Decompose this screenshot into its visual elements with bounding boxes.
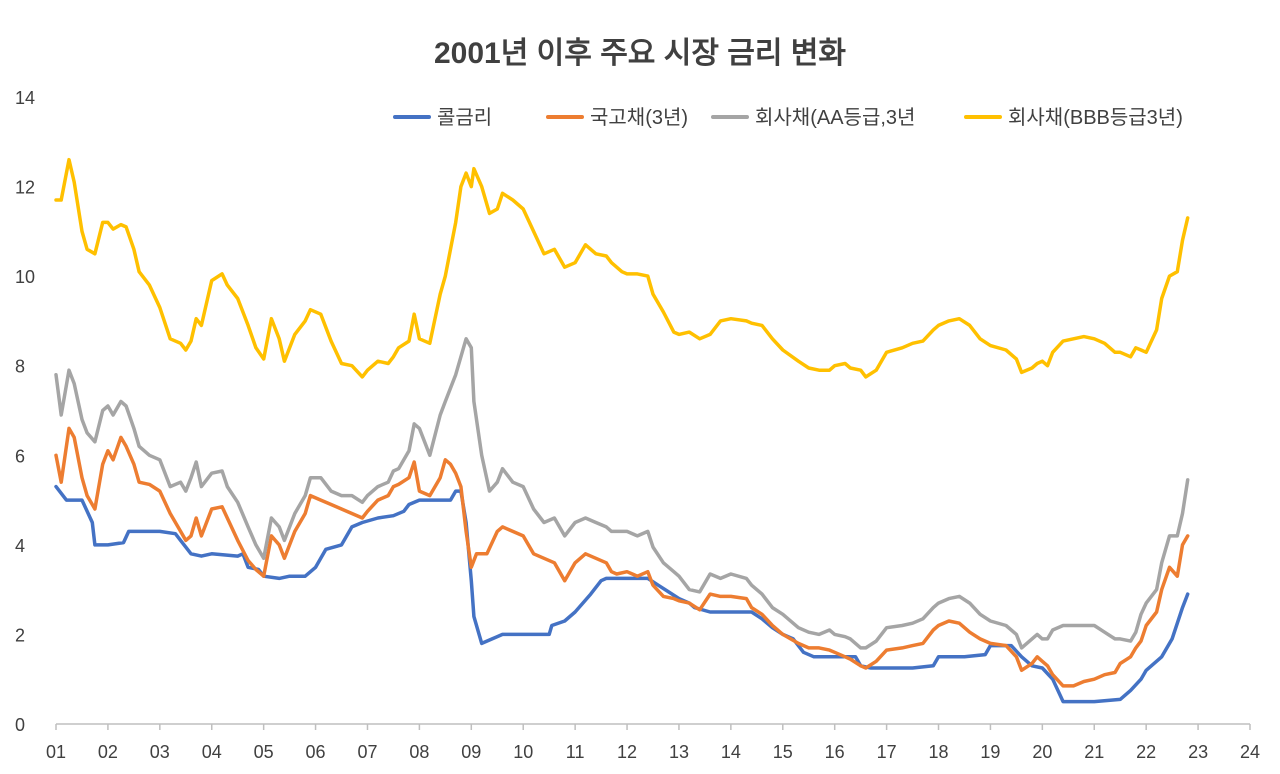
x-tick-label: 16	[825, 742, 845, 762]
x-tick-label: 21	[1084, 742, 1104, 762]
chart-title: 2001년 이후 주요 시장 금리 변화	[433, 37, 846, 70]
y-tick-label: 12	[15, 178, 35, 198]
legend-label: 콜금리	[437, 106, 492, 129]
x-tick-label: 02	[98, 742, 118, 762]
x-tick-label: 20	[1032, 742, 1052, 762]
x-tick-label: 17	[877, 742, 897, 762]
y-tick-label: 8	[15, 357, 25, 377]
x-tick-label: 15	[773, 742, 793, 762]
series-lines	[54, 157, 1190, 704]
x-tick-label: 18	[929, 742, 949, 762]
x-tick-label: 09	[461, 742, 481, 762]
y-tick-label: 14	[15, 88, 35, 108]
x-tick-label: 04	[202, 742, 222, 762]
y-tick-label: 6	[15, 446, 25, 466]
x-tick-label: 22	[1136, 742, 1156, 762]
x-tick-label: 11	[566, 742, 585, 762]
series-line-2	[54, 426, 1190, 688]
y-tick-label: 2	[15, 625, 25, 645]
x-tick-label: 01	[46, 742, 66, 762]
x-tick-label: 10	[513, 742, 533, 762]
x-tick-label: 05	[254, 742, 274, 762]
legend-label: 회사채(BBB등급3년)	[1008, 106, 1183, 129]
chart-legend: 콜금리 국고채(3년) 회사채(AA등급,3년 회사채(BBB등급3년)	[393, 106, 1183, 129]
x-tick-label: 07	[357, 742, 377, 762]
x-tick-label: 24	[1240, 742, 1260, 762]
series-line-3	[54, 337, 1190, 650]
series-line-4	[54, 157, 1190, 379]
y-tick-label: 10	[15, 267, 35, 287]
x-tick-label: 03	[150, 742, 170, 762]
series-line-1	[54, 484, 1190, 704]
x-tick-label: 19	[980, 742, 1000, 762]
x-tick-label: 23	[1188, 742, 1208, 762]
x-tick-label: 06	[306, 742, 326, 762]
legend-label: 국고채(3년)	[590, 106, 688, 129]
x-tick-label: 08	[409, 742, 429, 762]
y-tick-label: 4	[15, 536, 25, 556]
x-tick-label: 13	[669, 742, 689, 762]
x-tick-label: 12	[617, 742, 637, 762]
y-tick-label: 0	[15, 715, 25, 735]
legend-label: 회사채(AA등급,3년	[755, 106, 915, 129]
chart-axes: 01 02 03 04 05 06 07 08 09 10 11 12 13 14 15 16 17 18 19 20…	[15, 88, 1260, 762]
x-tick-label: 14	[721, 742, 741, 762]
